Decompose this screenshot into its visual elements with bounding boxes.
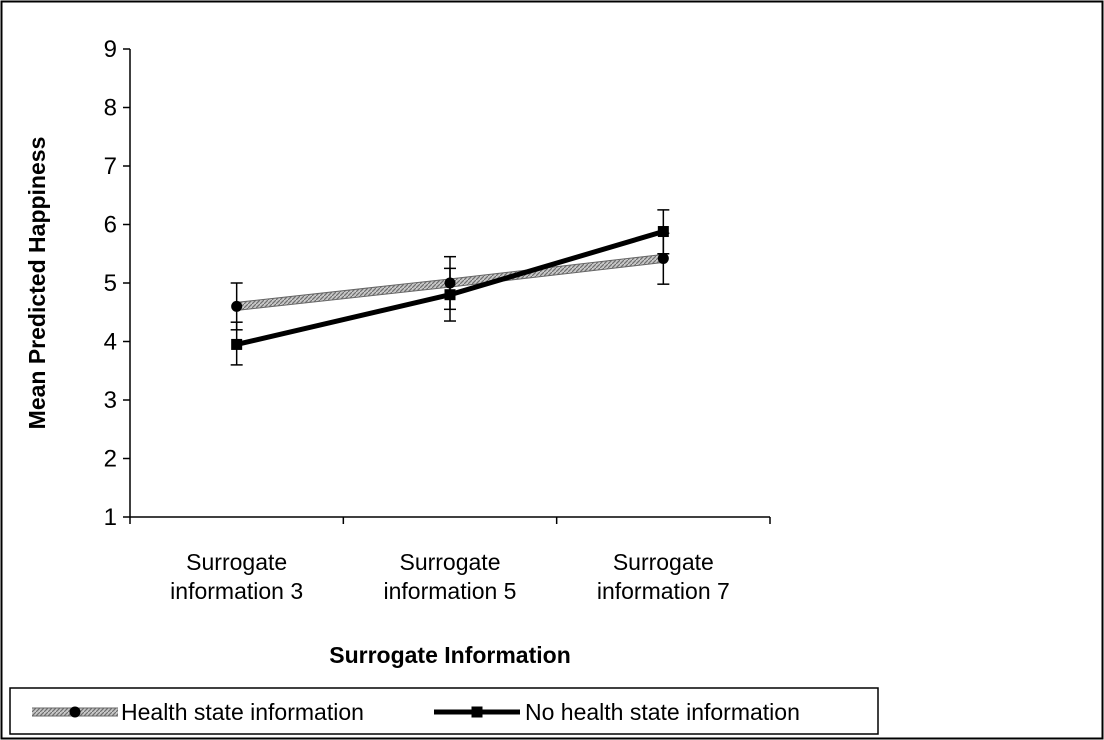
data-point xyxy=(231,300,243,312)
data-point xyxy=(444,289,456,301)
x-category-label: Surrogate information 5 xyxy=(384,549,517,604)
y-tick-label: 7 xyxy=(104,153,117,180)
data-point xyxy=(657,226,669,238)
y-tick-label: 4 xyxy=(104,329,117,356)
y-tick-label: 2 xyxy=(104,446,117,473)
y-tick-label: 1 xyxy=(104,504,117,531)
x-axis-title: Surrogate Information xyxy=(329,642,571,668)
legend-marker xyxy=(471,706,483,718)
y-tick-label: 9 xyxy=(104,36,117,63)
x-category-label: Surrogate information 7 xyxy=(597,549,730,604)
y-tick-label: 5 xyxy=(104,270,117,297)
y-tick-label: 6 xyxy=(104,212,117,239)
legend-label: No health state information xyxy=(525,699,800,725)
data-point xyxy=(231,338,243,350)
data-point xyxy=(657,252,669,264)
x-category-label: Surrogate information 3 xyxy=(170,549,303,604)
y-tick-label: 8 xyxy=(104,95,117,122)
y-tick-label: 3 xyxy=(104,387,117,414)
y-axis-title: Mean Predicted Happiness xyxy=(24,137,50,430)
legend-marker xyxy=(69,706,81,718)
legend-label: Health state information xyxy=(121,699,364,725)
